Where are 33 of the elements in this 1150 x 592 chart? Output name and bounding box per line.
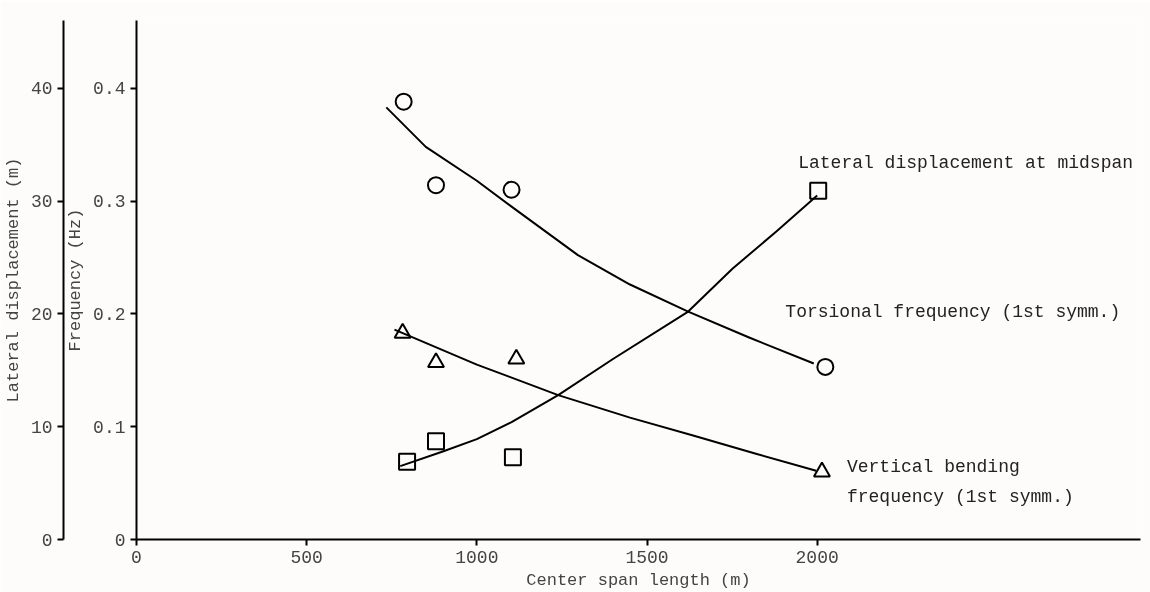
point bbox=[427, 176, 445, 195]
point bbox=[809, 181, 828, 200]
point bbox=[427, 352, 445, 368]
y2-axis-title: Lateral displacement (m) bbox=[3, 157, 23, 403]
y-tick-label: 0 bbox=[114, 530, 126, 551]
point bbox=[507, 348, 526, 365]
y-tick-label: 0.3 bbox=[93, 192, 126, 213]
x-tick-label: 0 bbox=[131, 547, 142, 568]
y2-tick-label: 10 bbox=[30, 417, 53, 438]
point bbox=[502, 180, 521, 199]
point bbox=[393, 322, 412, 339]
y2-tick-label: 20 bbox=[30, 304, 53, 325]
point bbox=[816, 357, 835, 376]
y-tick-label: 0.2 bbox=[93, 304, 126, 325]
point bbox=[394, 92, 413, 111]
y-tick-label: 0.4 bbox=[93, 79, 126, 100]
series-label: Lateral displacement at midspan bbox=[798, 152, 1134, 173]
point bbox=[398, 452, 417, 471]
point bbox=[427, 432, 445, 451]
y2-tick-label: 0 bbox=[41, 530, 53, 551]
y-tick-label: 0.1 bbox=[93, 417, 126, 438]
y2-tick-label: 40 bbox=[30, 79, 53, 100]
x-tick-label: 500 bbox=[290, 547, 323, 568]
x-tick-label: 1500 bbox=[625, 547, 669, 568]
x-tick-label: 2000 bbox=[795, 547, 839, 568]
point bbox=[812, 461, 831, 478]
point bbox=[503, 448, 522, 467]
y2-tick-label: 30 bbox=[30, 192, 53, 213]
x-axis-title: Center span length (m) bbox=[526, 570, 751, 590]
x-tick-label: 1000 bbox=[455, 547, 499, 568]
y-axis-title: Frequency (Hz) bbox=[66, 208, 86, 352]
text: Torsional frequency (1st symm.) bbox=[785, 301, 1121, 322]
series-label: Vertical bending frequency (1st symm.) bbox=[846, 456, 1074, 507]
